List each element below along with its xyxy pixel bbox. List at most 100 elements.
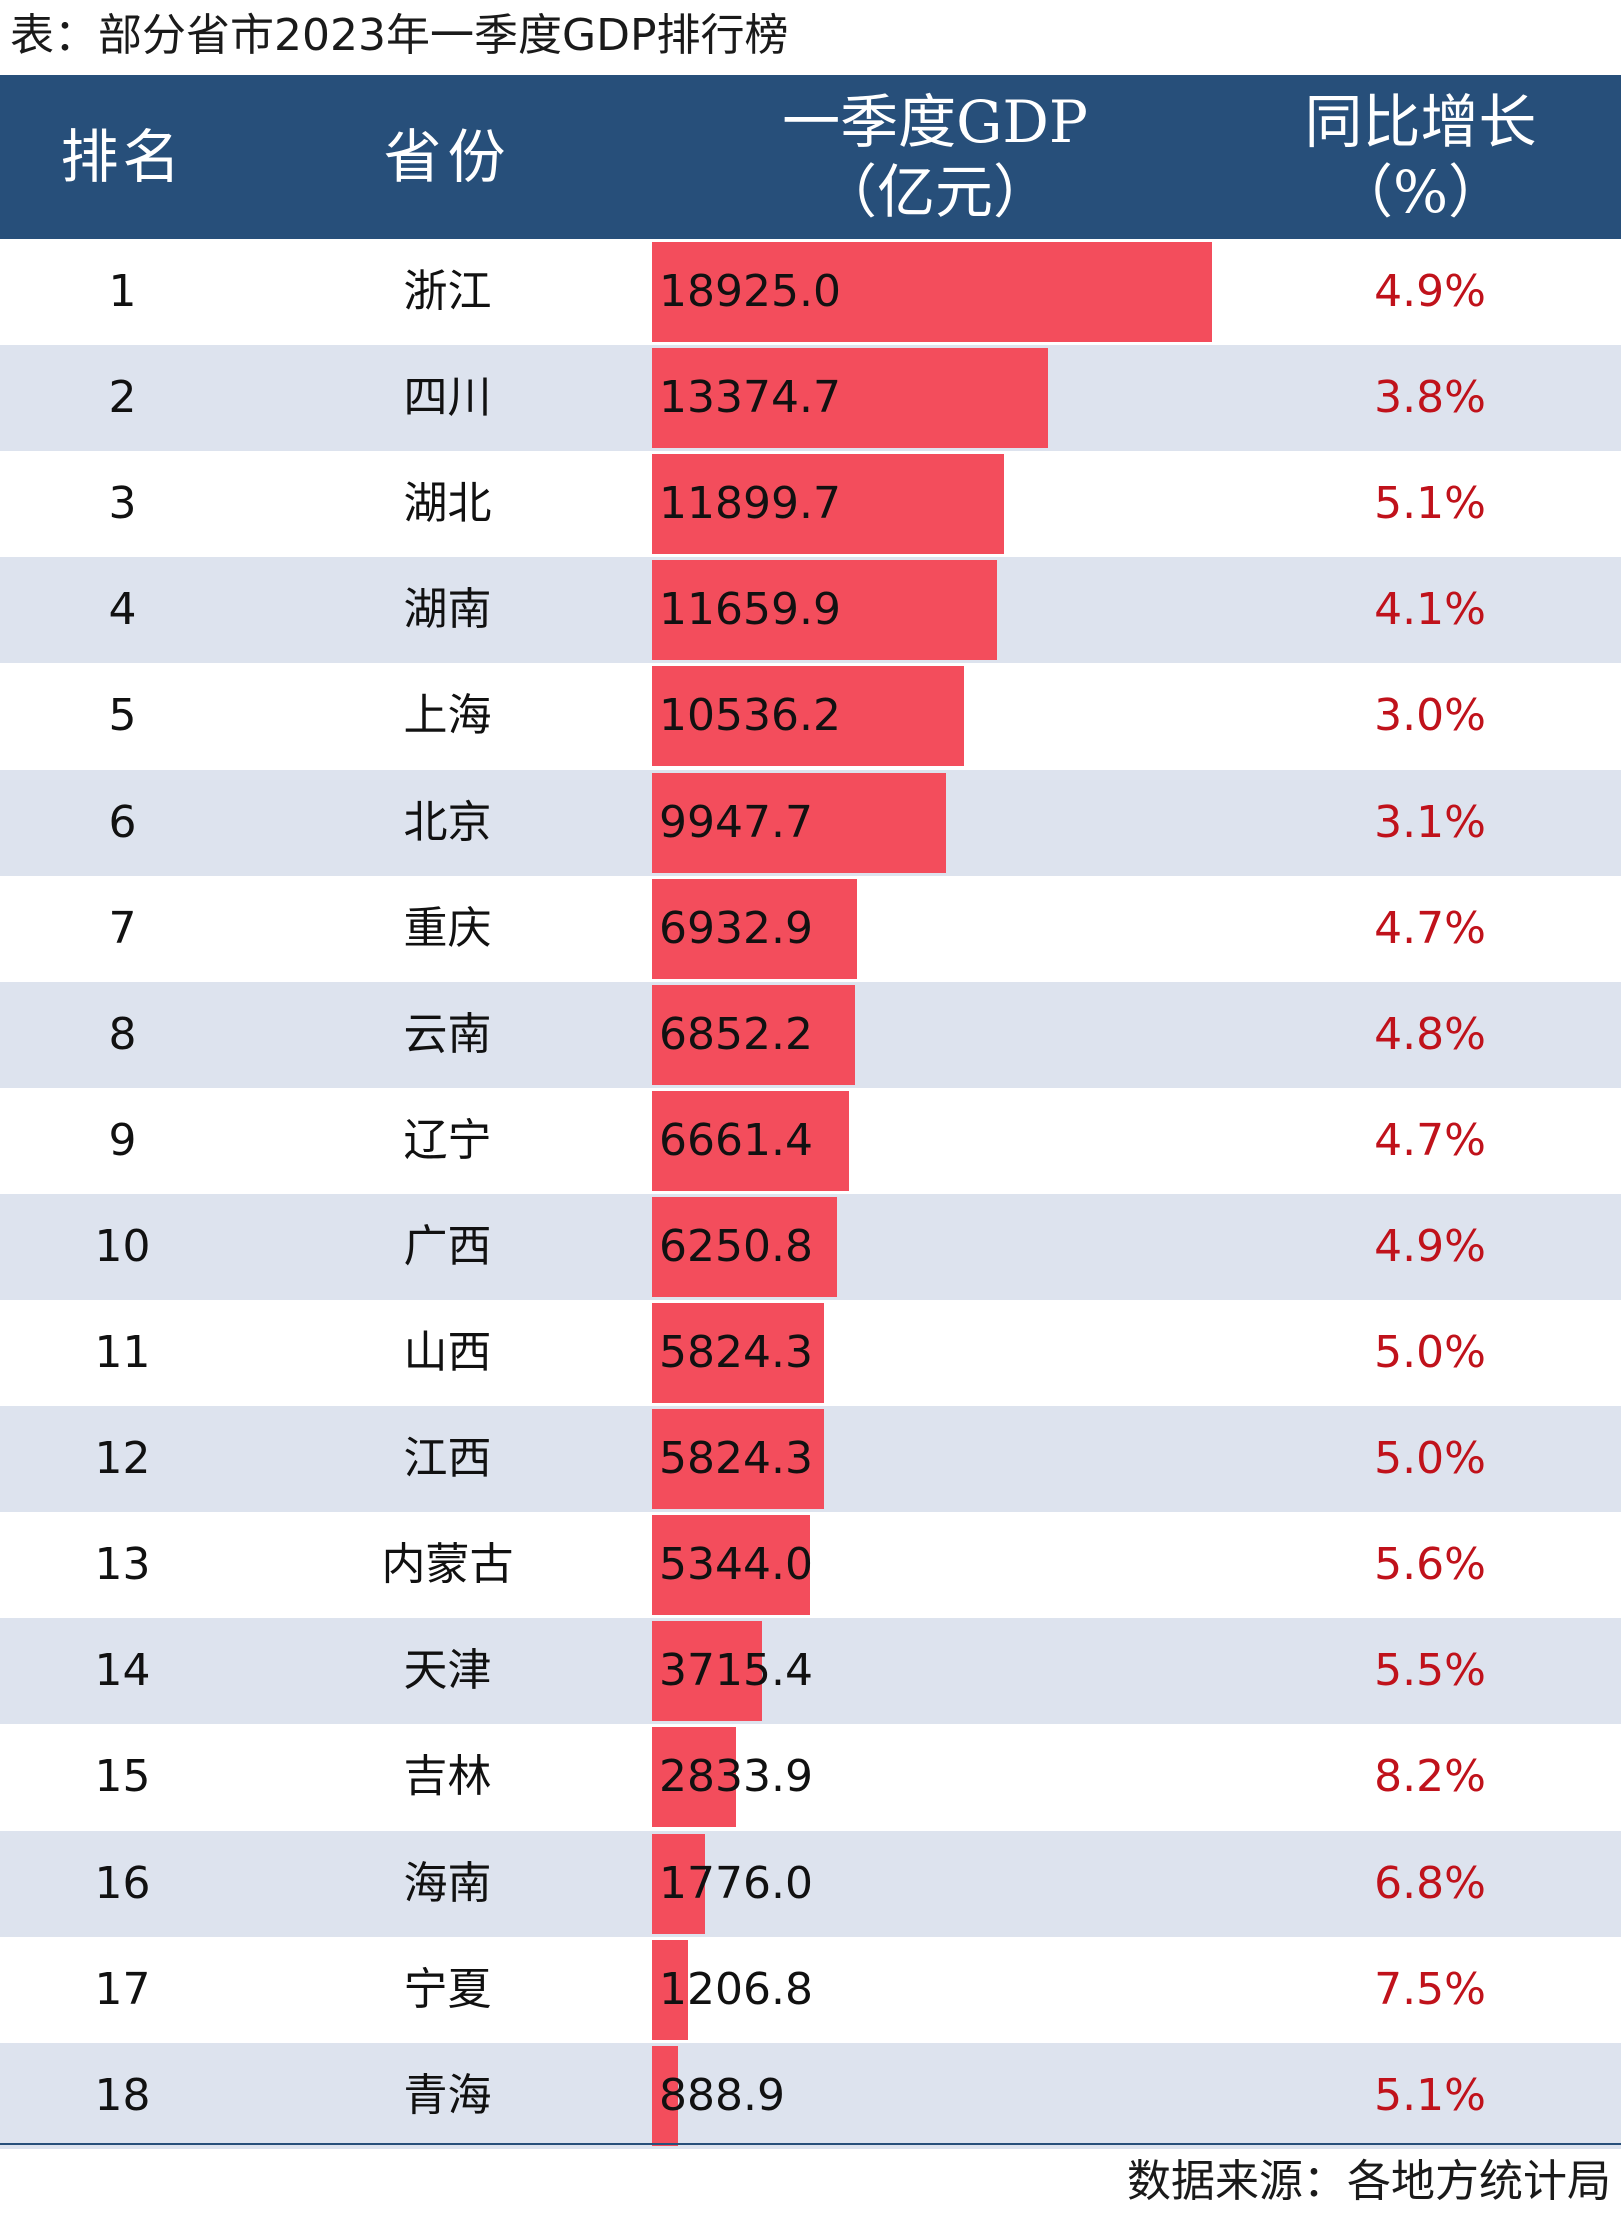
table-row: 16 海南 1776.0 6.8% [0, 1830, 1621, 1937]
gdp-bar [652, 772, 947, 873]
province-cell: 湖南 [403, 584, 492, 636]
table-row: 8 云南 6852.2 4.8% [0, 981, 1621, 1088]
gdp-bar [652, 1621, 762, 1722]
province-cell: 宁夏 [403, 1963, 492, 2015]
rank-cell: 17 [94, 1963, 151, 2015]
growth-cell: 7.5% [1374, 1963, 1486, 2015]
gdp-value-label: 3715.4 [659, 1645, 813, 1697]
gdp-bar [652, 984, 855, 1085]
gdp-value-label: 2833.9 [659, 1751, 813, 1803]
rank-cell: 5 [108, 690, 137, 742]
rank-cell: 15 [94, 1751, 151, 1803]
gdp-bar [652, 348, 1048, 449]
gdp-bar [652, 454, 1005, 555]
rank-cell: 14 [94, 1645, 151, 1697]
gdp-value-label: 6932.9 [659, 902, 813, 954]
growth-cell: 3.8% [1374, 372, 1486, 424]
growth-cell: 4.7% [1374, 1114, 1486, 1166]
gdp-value-label: 5824.3 [659, 1327, 813, 1378]
growth-cell: 5.0% [1374, 1433, 1486, 1485]
table-row: 17 宁夏 1206.8 7.5% [0, 1936, 1621, 2043]
province-cell: 浙江 [403, 266, 492, 317]
page-title: 表：部分省市2023年一季度GDP排行榜 [10, 10, 789, 61]
province-cell: 内蒙古 [381, 1539, 514, 1591]
growth-cell: 5.1% [1374, 478, 1486, 530]
gdp-bar [652, 1409, 825, 1510]
table-row: 11 山西 5824.3 5.0% [0, 1300, 1621, 1406]
header-rank: 排名 [60, 123, 185, 191]
growth-cell: 4.1% [1374, 584, 1486, 636]
gdp-bar [652, 1939, 688, 2040]
growth-cell: 4.7% [1374, 902, 1486, 954]
table-row: 2 四川 13374.7 3.8% [0, 345, 1621, 452]
header-province: 省份 [383, 123, 512, 191]
growth-cell: 4.9% [1374, 266, 1486, 317]
header-growth: 同比增长 （%） [1220, 87, 1621, 227]
growth-cell: 8.2% [1374, 1751, 1486, 1803]
growth-cell: 5.0% [1374, 1327, 1486, 1378]
province-cell: 天津 [403, 1645, 492, 1697]
growth-cell: 4.9% [1374, 1220, 1486, 1272]
gdp-value-label: 11899.7 [659, 478, 841, 530]
table-row: 12 江西 5824.3 5.0% [0, 1406, 1621, 1513]
rank-cell: 10 [94, 1220, 151, 1272]
gdp-bar [652, 1515, 811, 1616]
header-gdp-line1: 一季度GDP [782, 88, 1088, 156]
source-note: 数据来源：各地方统计局 [1127, 2156, 1611, 2207]
header-growth-line1: 同比增长 [1304, 88, 1537, 156]
table-row: 6 北京 9947.7 3.1% [0, 769, 1621, 876]
rank-cell: 3 [108, 478, 137, 530]
gdp-value-label: 888.9 [659, 2069, 785, 2121]
province-cell: 四川 [403, 372, 492, 424]
gdp-bar [652, 242, 1212, 342]
gdp-value-label: 18925.0 [659, 266, 841, 317]
gdp-value-label: 11659.9 [659, 584, 841, 636]
province-cell: 云南 [403, 1008, 492, 1060]
rank-cell: 12 [94, 1433, 151, 1485]
province-cell: 湖北 [403, 478, 492, 530]
gdp-bar [652, 1727, 736, 1828]
gdp-value-label: 6661.4 [659, 1114, 813, 1166]
rank-cell: 6 [108, 796, 137, 848]
table-row: 7 重庆 6932.9 4.7% [0, 875, 1621, 982]
gdp-value-label: 5344.0 [659, 1539, 813, 1591]
gdp-value-label: 10536.2 [659, 690, 841, 742]
rank-cell: 13 [94, 1539, 151, 1591]
rank-cell: 11 [94, 1327, 151, 1378]
bottom-rule [0, 2143, 1621, 2145]
rank-cell: 16 [94, 1857, 151, 1909]
province-cell: 青海 [403, 2069, 492, 2121]
gdp-bar [652, 1090, 850, 1191]
rank-cell: 4 [108, 584, 137, 636]
gdp-bar [652, 1196, 837, 1297]
growth-cell: 5.6% [1374, 1539, 1486, 1591]
gdp-value-label: 1206.8 [659, 1963, 813, 2015]
table-row: 9 辽宁 6661.4 4.7% [0, 1087, 1621, 1194]
growth-cell: 5.5% [1374, 1645, 1486, 1697]
rank-cell: 2 [108, 372, 137, 424]
gdp-bar [652, 878, 858, 979]
table-row: 3 湖北 11899.7 5.1% [0, 451, 1621, 558]
rank-cell: 9 [108, 1114, 137, 1166]
header-gdp: 一季度GDP （亿元） [650, 87, 1220, 227]
gdp-bar [652, 666, 964, 767]
province-cell: 北京 [403, 796, 492, 848]
table-row: 15 吉林 2833.9 8.2% [0, 1724, 1621, 1831]
table-header: 排名 省份 一季度GDP （亿元） 同比增长 （%） [0, 75, 1621, 239]
growth-cell: 6.8% [1374, 1857, 1486, 1909]
gdp-bar [652, 1303, 825, 1403]
header-gdp-line2: （亿元） [818, 158, 1051, 226]
rank-cell: 18 [94, 2069, 151, 2121]
table-row: 13 内蒙古 5344.0 5.6% [0, 1512, 1621, 1619]
gdp-value-label: 5824.3 [659, 1433, 813, 1485]
rank-cell: 7 [108, 902, 137, 954]
province-cell: 海南 [403, 1857, 492, 1909]
growth-cell: 3.1% [1374, 796, 1486, 848]
table-row: 14 天津 3715.4 5.5% [0, 1618, 1621, 1725]
growth-cell: 4.8% [1374, 1008, 1486, 1060]
gdp-bar [652, 560, 998, 661]
province-cell: 重庆 [403, 902, 492, 954]
table-row: 10 广西 6250.8 4.9% [0, 1193, 1621, 1300]
rank-cell: 1 [108, 266, 137, 317]
gdp-value-label: 1776.0 [659, 1857, 813, 1909]
